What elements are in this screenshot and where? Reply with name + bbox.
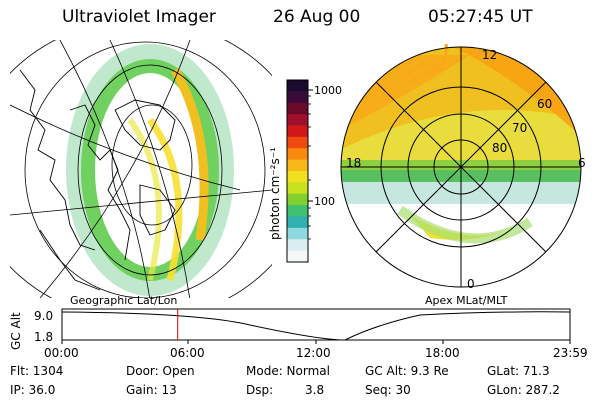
- colorbar-segment: [287, 102, 308, 115]
- polar-plot: 12 18 6 0 60 70 80: [340, 43, 586, 291]
- geo-grid: [10, 40, 272, 298]
- gc-altitude: GC Alt: 9.3 Re: [365, 364, 449, 378]
- aurora-arc-2: [147, 117, 183, 281]
- flight-number: Flt: 1304: [10, 364, 64, 378]
- colorbar-segment: [287, 193, 308, 206]
- mode-value: Mode: Normal: [246, 364, 330, 378]
- mlt-label-18: 18: [346, 156, 361, 170]
- geo-panel-label: Geographic Lat/Lon: [70, 294, 177, 307]
- alt-tick-1.8: 1.8: [34, 330, 53, 344]
- colorbar-segment: [287, 250, 308, 263]
- colorbar-segment: [287, 80, 308, 92]
- terminator-band: [341, 170, 581, 182]
- aurora-arc-3: [127, 118, 162, 281]
- colorbar-segment: [287, 114, 308, 126]
- aurora-bright-arc: [171, 67, 209, 241]
- altitude-curve: [61, 311, 571, 341]
- ring-label-60: 60: [537, 97, 552, 111]
- dsp-label: Dsp:: [246, 383, 274, 397]
- colorbar-tick-100: 100: [314, 195, 335, 208]
- ip-value: IP: 36.0: [10, 383, 56, 397]
- ring-label-80: 80: [492, 141, 507, 155]
- x-tick-1800: 18:00: [425, 346, 460, 360]
- colorbar-segment: [287, 182, 308, 195]
- alt-tick-9: 9.0: [34, 309, 53, 323]
- x-tick-1200: 12:00: [296, 346, 331, 360]
- colorbar-segment: [287, 171, 308, 183]
- colorbar: 1000 100 photon cm⁻²s⁻¹: [268, 79, 342, 263]
- colorbar-segment: [287, 136, 308, 149]
- cusp-arcs: [400, 43, 448, 86]
- x-tick-2359: 23:59: [553, 346, 588, 360]
- x-tick-0000: 00:00: [44, 346, 79, 360]
- colorbar-segment: [287, 125, 308, 138]
- colorbar-segment: [287, 91, 308, 104]
- colorbar-segment: [287, 227, 308, 240]
- colorbar-segment: [287, 216, 308, 229]
- door-status: Door: Open: [126, 364, 195, 378]
- mlt-label-6: 6: [578, 156, 586, 170]
- polar-grid: [340, 46, 582, 288]
- mlt-label-12: 12: [482, 48, 497, 62]
- colorbar-segment: [287, 159, 308, 172]
- colorbar-unit-label: photon cm⁻²s⁻¹: [268, 147, 282, 240]
- aurora-outer-glow: [66, 44, 234, 296]
- geo-longitude: GLon: 287.2: [487, 383, 560, 397]
- colorbar-segment: [287, 205, 308, 217]
- alt-ylabel: GC Alt: [9, 312, 23, 350]
- gain-value: Gain: 13: [126, 383, 177, 397]
- aurora-band: [81, 59, 219, 281]
- colorbar-segment: [287, 148, 308, 161]
- geo-latitude: GLat: 71.3: [487, 364, 550, 378]
- instrument-title: Ultraviolet Imager: [62, 7, 216, 27]
- time-label: 05:27:45 UT: [428, 7, 533, 27]
- ring-label-70: 70: [512, 121, 527, 135]
- polar-panel-label: Apex MLat/MLT: [425, 294, 508, 307]
- coastlines: [19, 69, 176, 291]
- altitude-plot: 9.0 1.8 GC Alt 00:00 06:00 12:00 18:00 2…: [9, 308, 588, 360]
- colorbar-segment: [287, 239, 308, 252]
- dsp-value: 3.8: [305, 383, 325, 397]
- colorbar-tick-1000: 1000: [314, 84, 342, 97]
- mlt-label-0: 0: [467, 277, 475, 291]
- date-label: 26 Aug 00: [273, 7, 361, 27]
- x-tick-0600: 06:00: [170, 346, 205, 360]
- sequence-number: Seq: 30: [365, 383, 411, 397]
